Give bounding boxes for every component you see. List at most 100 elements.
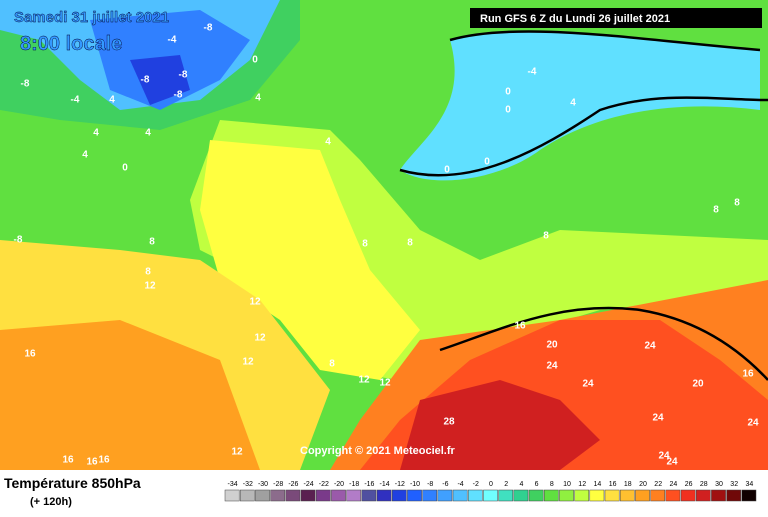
- legend-swatch: [422, 489, 438, 502]
- footer-title: Température 850hPa: [4, 475, 141, 491]
- time-label: 8:00 locale: [20, 33, 122, 55]
- legend-tick-label: 20: [639, 481, 647, 488]
- legend-swatch: [711, 489, 726, 502]
- contour-label: 8: [329, 359, 335, 370]
- contour-label: 12: [254, 333, 266, 344]
- legend-tick-label: -30: [258, 481, 268, 488]
- zone-cyan: [400, 31, 760, 181]
- legend-tick-label: 34: [746, 481, 754, 488]
- legend-swatch: [407, 489, 422, 502]
- run-label: Run GFS 6 Z du Lundi 26 juillet 2021: [480, 13, 670, 25]
- legend-tick-label: -4: [457, 481, 463, 488]
- contour-label: 20: [692, 379, 704, 390]
- legend-tick-label: -18: [349, 481, 359, 488]
- zone-hottest: [400, 380, 600, 470]
- contour-label: 0: [505, 87, 511, 98]
- contour-label: 16: [742, 369, 754, 380]
- contour-label: 0: [252, 55, 258, 66]
- legend-swatch: [255, 489, 270, 502]
- legend-tick-label: -32: [243, 481, 253, 488]
- contour-label: 12: [358, 375, 370, 386]
- legend-tick-label: 24: [670, 481, 678, 488]
- legend-swatch: [574, 489, 590, 502]
- contour-label: 24: [546, 361, 558, 372]
- contour-label: -4: [168, 35, 177, 46]
- zero-isotherm: [399, 30, 768, 177]
- legend-tick-label: 18: [624, 481, 632, 488]
- legend-swatch: [635, 489, 650, 502]
- legend-swatch: [619, 489, 635, 502]
- legend-swatch: [665, 489, 681, 502]
- legend-swatch: [346, 489, 362, 502]
- legend-tick-label: 16: [609, 481, 617, 488]
- contour-label: 8: [407, 238, 413, 249]
- legend-tick-label: 30: [715, 481, 723, 488]
- legend-swatch: [741, 489, 757, 502]
- contour-label: 8: [362, 239, 368, 250]
- contour-label: 16: [62, 455, 74, 466]
- date-label: Samedi 31 juillet 2021: [14, 9, 169, 26]
- contour-label: 16: [98, 455, 110, 466]
- legend-tick-label: 6: [535, 481, 539, 488]
- contour-label: 4: [109, 95, 115, 106]
- legend-swatch: [467, 489, 483, 502]
- contour-label: 24: [582, 379, 594, 390]
- legend-swatch: [270, 489, 286, 502]
- legend-swatch: [680, 489, 696, 502]
- legend-swatch: [376, 489, 392, 502]
- legend-swatch: [361, 489, 377, 502]
- contour-label: 16: [86, 457, 98, 468]
- legend-tick-label: 32: [730, 481, 738, 488]
- contour-label: 12: [249, 297, 261, 308]
- contour-label: -8: [14, 235, 23, 246]
- contour-label: 16: [24, 349, 36, 360]
- legend-tick-label: 14: [594, 481, 602, 488]
- contour-label: -8: [204, 23, 213, 34]
- contour-label: 12: [231, 447, 243, 458]
- legend-swatch: [513, 489, 529, 502]
- contour-label: 0: [484, 157, 490, 168]
- legend-tick-label: -28: [273, 481, 283, 488]
- legend-swatch: [528, 489, 544, 502]
- legend-tick-label: -20: [334, 481, 344, 488]
- contour-label: 0: [444, 165, 450, 176]
- zone-coldest: [130, 55, 190, 105]
- legend-swatch: [543, 489, 559, 502]
- legend-swatch: [559, 489, 574, 502]
- legend-tick-label: -16: [364, 481, 374, 488]
- legend-tick-label: 8: [550, 481, 554, 488]
- contour-label: 24: [652, 413, 664, 424]
- legend-tick-label: 22: [654, 481, 662, 488]
- legend-tick-label: -22: [319, 481, 329, 488]
- twenty-isotherm: [439, 306, 768, 381]
- legend-swatch: [315, 489, 331, 502]
- contour-label: -8: [179, 70, 188, 81]
- legend-swatch: [437, 489, 453, 502]
- contour-label: -8: [174, 90, 183, 101]
- legend-swatch: [650, 489, 666, 502]
- contour-label: 24: [747, 418, 759, 429]
- legend-tick-label: 12: [578, 481, 586, 488]
- contour-label: 4: [325, 137, 331, 148]
- contour-label: 24: [666, 457, 678, 468]
- legend-tick-label: 4: [519, 481, 523, 488]
- contour-label: -4: [71, 95, 80, 106]
- legend-swatch: [604, 489, 620, 502]
- contour-label: 8: [734, 198, 740, 209]
- contour-label: 8: [149, 237, 155, 248]
- contour-label: -8: [141, 75, 150, 86]
- legend-tick-label: -10: [410, 481, 420, 488]
- legend-swatch: [285, 489, 301, 502]
- zone-orange: [0, 320, 260, 470]
- legend-tick-label: -6: [442, 481, 448, 488]
- contour-label: 0: [505, 105, 511, 116]
- run-box: [470, 8, 762, 28]
- legend-swatch: [452, 489, 468, 502]
- legend-tick-label: -2: [473, 481, 479, 488]
- contour-label: 28: [443, 417, 455, 428]
- legend-swatch: [589, 489, 605, 502]
- legend-tick-label: 0: [489, 481, 493, 488]
- contour-label: 8: [543, 231, 549, 242]
